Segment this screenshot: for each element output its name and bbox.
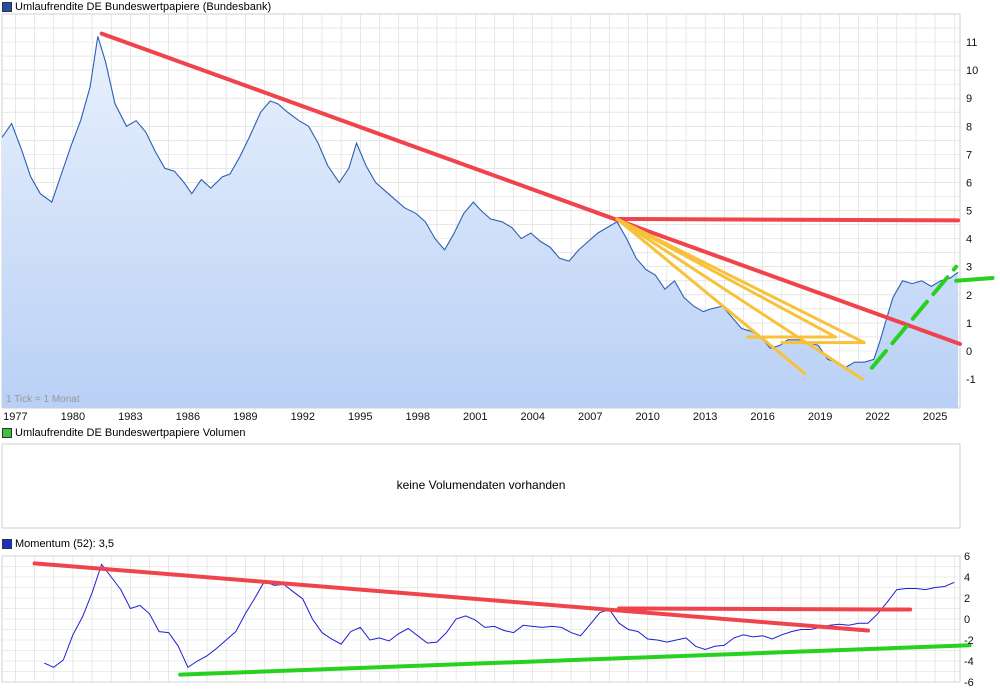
price-x-tick-label: 2007 bbox=[578, 411, 602, 423]
price-x-tick-label: 2016 bbox=[750, 411, 774, 423]
price-x-tick-label: 2022 bbox=[865, 411, 889, 423]
price-x-tick-label: 1986 bbox=[176, 411, 200, 423]
price-y-tick-label: 8 bbox=[966, 121, 972, 133]
price-trendlines bbox=[99, 31, 995, 381]
momentum-legend-swatch bbox=[2, 539, 12, 549]
price-x-tick-label: 1977 bbox=[3, 411, 27, 423]
price-y-axis: -1 0 1 2 3 4 5 6 7 8 9 10 11 bbox=[966, 37, 978, 386]
volume-panel-title: Umlaufrendite DE Bundeswertpapiere Volum… bbox=[2, 426, 246, 440]
price-x-tick-label: 1989 bbox=[233, 411, 257, 423]
momentum-y-tick-label: 2 bbox=[964, 593, 970, 605]
momentum-y-tick-label: -6 bbox=[964, 677, 974, 689]
price-y-tick-label: 7 bbox=[966, 149, 972, 161]
price-trendline-yellow bbox=[615, 217, 866, 345]
price-trendline-red bbox=[615, 216, 961, 223]
price-area-fill bbox=[2, 36, 959, 409]
price-y-tick-label: 10 bbox=[966, 65, 978, 77]
price-x-tick-label: 1998 bbox=[406, 411, 430, 423]
price-y-tick-label: 9 bbox=[966, 93, 972, 105]
volume-panel-frame bbox=[1, 443, 961, 529]
price-trendline-yellow bbox=[615, 217, 864, 381]
price-y-tick-label: 2 bbox=[966, 290, 972, 302]
price-y-tick-label: 4 bbox=[966, 234, 972, 246]
momentum-trendline-red bbox=[616, 606, 913, 612]
price-panel-title-text: Umlaufrendite DE Bundeswertpapiere (Bund… bbox=[15, 1, 272, 13]
momentum-trendlines bbox=[32, 561, 972, 677]
price-trendline-red bbox=[99, 31, 962, 346]
price-x-tick-label: 2010 bbox=[635, 411, 659, 423]
momentum-y-tick-label: 4 bbox=[964, 572, 970, 584]
momentum-y-tick-label: 6 bbox=[964, 551, 970, 563]
momentum-panel-title-text: Momentum (52): 3,5 bbox=[15, 538, 115, 550]
price-panel-title: Umlaufrendite DE Bundeswertpapiere (Bund… bbox=[2, 0, 271, 14]
momentum-panel-title: Momentum (52): 3,5 bbox=[2, 537, 114, 551]
price-x-tick-label: 2019 bbox=[808, 411, 832, 423]
price-x-tick-label: 1992 bbox=[291, 411, 315, 423]
price-x-tick-label: 1980 bbox=[61, 411, 85, 423]
price-x-tick-label: 2001 bbox=[463, 411, 487, 423]
momentum-line-group bbox=[43, 563, 955, 669]
price-y-tick-label: 3 bbox=[966, 262, 972, 274]
price-y-tick-label: -1 bbox=[966, 374, 976, 386]
momentum-trendline-red bbox=[32, 561, 871, 633]
tick-note: 1 Tick = 1 Monat bbox=[6, 394, 80, 405]
no-volume-message: keine Volumendaten vorhanden bbox=[396, 478, 566, 492]
momentum-y-tick-label: -2 bbox=[964, 635, 974, 647]
momentum-line bbox=[43, 563, 955, 669]
price-trendline-yellow bbox=[615, 217, 807, 375]
volume-panel-title-text: Umlaufrendite DE Bundeswertpapiere Volum… bbox=[15, 427, 246, 439]
price-y-tick-label: 6 bbox=[966, 177, 972, 189]
price-trendline-green bbox=[954, 275, 995, 283]
momentum-trendline-green bbox=[178, 643, 972, 677]
price-x-tick-label: 1995 bbox=[348, 411, 372, 423]
momentum-y-tick-label: -4 bbox=[964, 656, 974, 668]
momentum-y-axis: -6 -4 -2 0 2 4 6 bbox=[964, 551, 974, 689]
price-x-tick-label: 1983 bbox=[118, 411, 142, 423]
price-x-tick-label: 2025 bbox=[923, 411, 947, 423]
price-x-axis: 1977 1980 1983 1986 1989 1992 1995 1998 2001 2004… bbox=[3, 411, 947, 423]
volume-legend-swatch bbox=[2, 428, 12, 438]
price-y-tick-label: 1 bbox=[966, 318, 972, 330]
price-y-tick-label: 0 bbox=[966, 346, 972, 358]
price-y-tick-label: 5 bbox=[966, 206, 972, 218]
price-x-tick-label: 2004 bbox=[520, 411, 544, 423]
price-trendline-green bbox=[869, 264, 959, 370]
price-y-tick-label: 11 bbox=[966, 37, 977, 49]
price-x-tick-label: 2013 bbox=[693, 411, 717, 423]
price-legend-swatch bbox=[2, 2, 12, 12]
momentum-y-tick-label: 0 bbox=[964, 614, 970, 626]
